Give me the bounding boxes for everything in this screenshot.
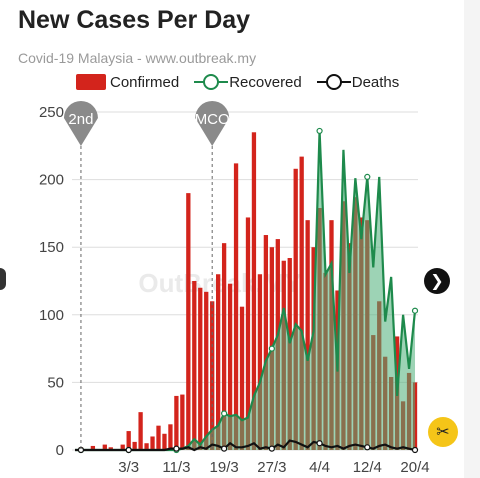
- bar-confirmed: [198, 287, 203, 450]
- x-tick-label: 4/4: [309, 459, 330, 476]
- bar-confirmed: [90, 445, 96, 450]
- bar-confirmed: [102, 444, 107, 450]
- bar-confirmed: [192, 281, 197, 450]
- legend-swatch-deaths: [316, 74, 351, 90]
- chevron-right-icon[interactable]: ❯: [424, 268, 450, 294]
- y-tick-label: 200: [39, 172, 64, 189]
- bar-confirmed: [180, 394, 185, 450]
- recovered-point: [316, 127, 323, 135]
- recovered-point: [221, 410, 228, 417]
- recovered-point: [364, 173, 371, 180]
- annotation-label: MCO: [195, 111, 230, 128]
- x-tick-label: 19/3: [210, 459, 239, 476]
- legend-label-confirmed: Confirmed: [110, 73, 180, 91]
- bar-confirmed: [168, 424, 173, 450]
- y-tick-label: 50: [47, 374, 64, 391]
- x-tick-label: 3/3: [118, 459, 139, 476]
- annotation-pin: [195, 101, 230, 146]
- bar-confirmed: [221, 243, 227, 450]
- x-tick-label: 12/4: [353, 459, 382, 476]
- page-subtitle: Covid-19 Malaysia - www.outbreak.my: [18, 50, 257, 66]
- bar-confirmed: [293, 168, 298, 450]
- x-tick-label: 11/3: [162, 459, 190, 476]
- bar-confirmed: [216, 274, 221, 450]
- bar-confirmed: [150, 436, 155, 450]
- annotation-pin: [63, 100, 98, 146]
- annotation-label: 2nd: [68, 111, 93, 128]
- side-scroll-area: [464, 0, 480, 478]
- recovered-area: [74, 130, 416, 451]
- bar-confirmed: [186, 193, 191, 450]
- bar-confirmed: [227, 283, 233, 450]
- bar-confirmed: [120, 444, 125, 450]
- legend-item-deaths[interactable]: Deaths: [316, 72, 400, 92]
- bar-confirmed: [156, 425, 161, 450]
- bar-confirmed: [204, 291, 209, 450]
- deaths-point: [364, 444, 371, 451]
- y-tick-label: 250: [39, 104, 64, 121]
- previous-chart-edge[interactable]: [0, 268, 6, 290]
- legend-item-confirmed[interactable]: Confirmed: [76, 74, 179, 91]
- bar-confirmed: [233, 163, 239, 450]
- x-tick-label: 27/3: [257, 459, 286, 476]
- bar-confirmed: [251, 132, 257, 450]
- bar-confirmed: [257, 274, 263, 450]
- deaths-point: [316, 440, 323, 447]
- deaths-point: [268, 445, 275, 452]
- legend-swatch-confirmed: [76, 74, 106, 90]
- chart-legend: Confirmed Recovered Deaths: [76, 72, 413, 92]
- bar-confirmed: [299, 156, 304, 450]
- bar-confirmed: [305, 220, 310, 450]
- y-tick-label: 150: [39, 239, 64, 256]
- legend-item-recovered[interactable]: Recovered: [193, 72, 302, 92]
- deaths-point: [411, 446, 419, 454]
- bar-confirmed: [144, 443, 149, 450]
- bar-confirmed: [245, 217, 251, 450]
- x-tick-label: 20/4: [400, 459, 429, 476]
- bar-confirmed: [132, 441, 137, 450]
- bar-confirmed: [108, 447, 113, 450]
- bar-confirmed: [174, 395, 179, 450]
- deaths-point: [221, 445, 228, 452]
- recovered-point: [411, 307, 419, 314]
- page-title: New Cases Per Day: [18, 6, 251, 34]
- recovered-point: [268, 345, 275, 352]
- deaths-point: [125, 446, 132, 454]
- bar-confirmed: [126, 431, 131, 450]
- y-tick-label: 0: [56, 442, 64, 459]
- scissors-icon[interactable]: ✂: [428, 417, 458, 447]
- legend-swatch-recovered: [194, 74, 229, 90]
- deaths-point: [173, 445, 180, 452]
- bar-confirmed: [239, 306, 245, 450]
- bar-confirmed: [263, 235, 269, 450]
- y-tick-label: 100: [39, 307, 64, 324]
- legend-label-deaths: Deaths: [351, 73, 400, 91]
- bar-confirmed: [162, 433, 167, 450]
- bar-confirmed: [138, 412, 143, 450]
- legend-label-recovered: Recovered: [229, 73, 302, 91]
